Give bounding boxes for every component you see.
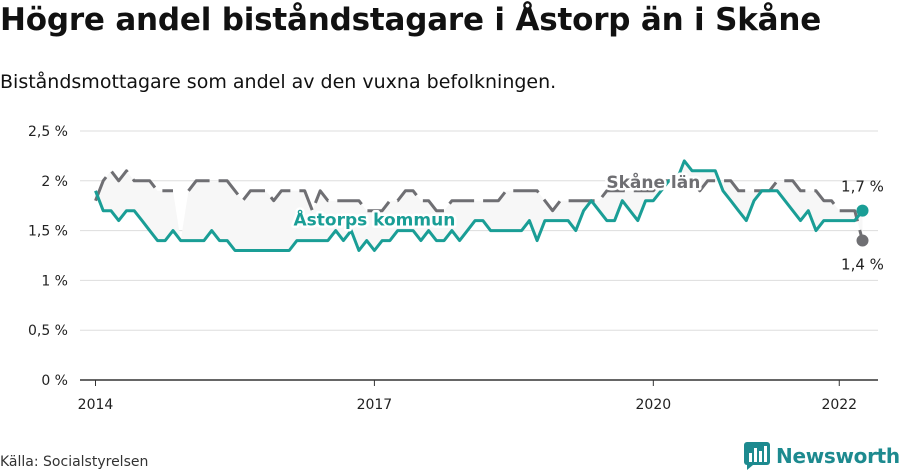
line-chart: 0 % 0,5 % 1 % 1,5 % 2 % 2,5 % 2014 2017 2020 2022…	[28, 124, 884, 413]
series-label-astorp: Åstorps kommun	[293, 208, 455, 231]
y-tick-label: 0 %	[41, 373, 68, 389]
y-tick-label: 2 %	[41, 174, 68, 190]
difference-band	[95, 160, 863, 251]
end-point-astorp	[856, 204, 869, 217]
series-line-astorp	[94, 159, 864, 252]
series-label-skane: Skåne län	[606, 171, 700, 193]
y-tick-label: 0,5 %	[28, 323, 68, 339]
x-tick-label: 2017	[357, 397, 393, 413]
x-tick-label: 2020	[636, 397, 672, 413]
end-point-skane	[856, 234, 869, 247]
source-note: Källa: Socialstyrelsen	[0, 454, 149, 470]
x-tick-label: 2014	[78, 397, 114, 413]
brand-name: Newsworthy	[776, 444, 900, 468]
end-label-astorp: 1,7 %	[841, 178, 884, 196]
series-line-skane	[94, 169, 864, 241]
chart-subtitle: Biståndsmottagare som andel av den vuxna…	[0, 71, 557, 93]
newsworthy-logo[interactable]: Newsworthy	[744, 441, 900, 471]
y-tick-label: 1,5 %	[28, 224, 68, 240]
y-tick-label: 1 %	[41, 273, 68, 289]
end-label-skane: 1,4 %	[841, 256, 884, 274]
y-tick-label: 2,5 %	[28, 124, 68, 140]
bar-chart-logo-icon	[744, 442, 770, 470]
x-tick-label: 2022	[821, 397, 857, 413]
chart-title: Högre andel biståndstagare i Åstorp än i…	[0, 2, 822, 38]
